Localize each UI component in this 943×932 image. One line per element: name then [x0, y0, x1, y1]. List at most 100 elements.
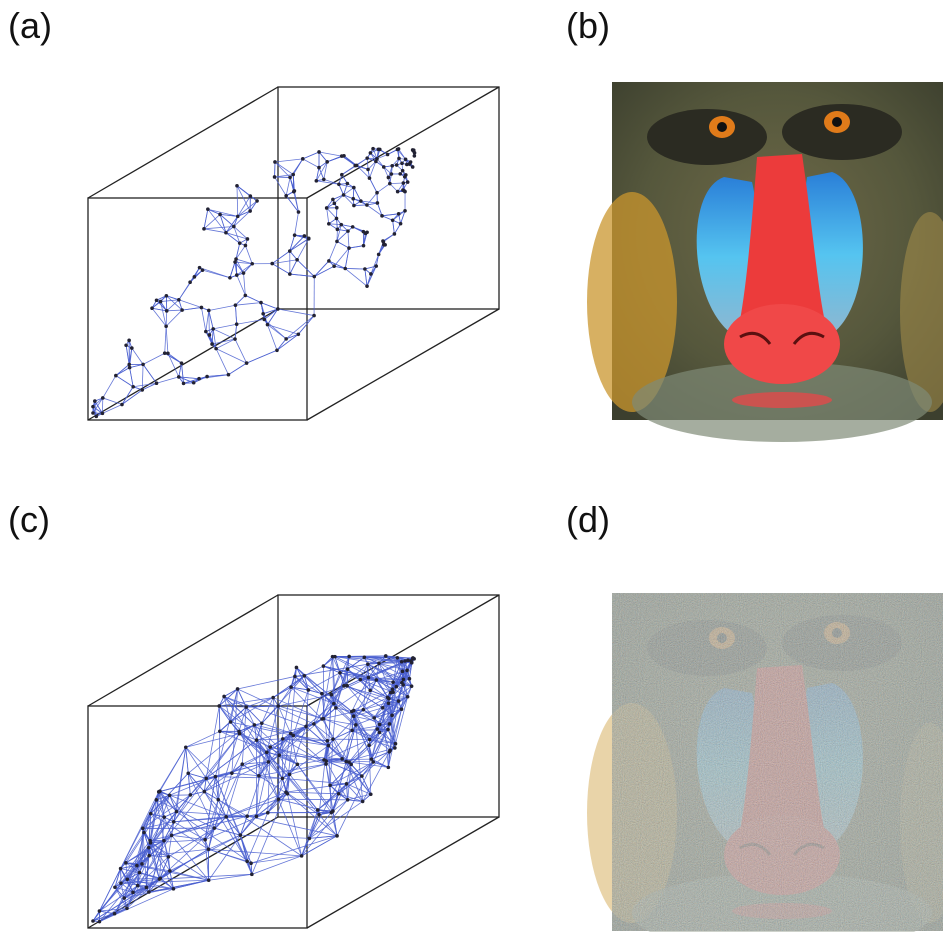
node — [227, 373, 231, 377]
node — [390, 172, 394, 176]
edge — [182, 307, 201, 310]
node — [413, 154, 417, 158]
node — [155, 798, 159, 802]
edge — [303, 152, 319, 159]
node — [142, 831, 146, 835]
node — [135, 864, 139, 868]
node — [200, 306, 204, 310]
node — [396, 656, 400, 660]
node — [177, 375, 181, 379]
node — [98, 909, 102, 913]
node — [145, 886, 149, 890]
node — [352, 204, 356, 208]
node — [155, 381, 159, 385]
node — [322, 178, 326, 182]
node — [204, 777, 208, 781]
node — [344, 760, 348, 764]
edge — [275, 177, 287, 196]
node — [130, 346, 134, 350]
edge — [371, 752, 389, 759]
figure: (a) (b) (c) (d) — [0, 0, 943, 932]
node — [388, 182, 392, 186]
node — [141, 827, 145, 831]
node — [189, 793, 193, 797]
node — [250, 873, 254, 877]
edge — [224, 696, 230, 722]
node — [322, 664, 326, 668]
edge — [267, 309, 277, 325]
node — [276, 307, 280, 311]
node — [397, 157, 401, 161]
node — [271, 696, 275, 700]
node — [289, 685, 293, 689]
edge — [143, 353, 165, 364]
node — [259, 301, 263, 305]
node — [235, 322, 239, 326]
edge — [286, 316, 314, 339]
node — [293, 675, 297, 679]
node — [352, 714, 356, 718]
edge — [231, 687, 292, 722]
node — [149, 812, 153, 816]
box-edge — [307, 817, 499, 928]
node — [155, 298, 159, 302]
edge — [290, 260, 297, 274]
node — [387, 702, 391, 706]
edge — [116, 376, 133, 387]
node — [331, 737, 335, 741]
network-a — [88, 87, 499, 420]
node — [165, 309, 169, 313]
node — [400, 161, 404, 165]
node — [339, 223, 343, 227]
edge — [277, 334, 298, 350]
node — [273, 175, 277, 179]
node — [308, 837, 312, 841]
edge — [235, 305, 236, 324]
node — [406, 659, 410, 663]
box-edge — [278, 87, 499, 309]
edge — [206, 310, 209, 331]
edge — [167, 310, 182, 311]
network-c — [88, 595, 499, 928]
edge — [166, 311, 167, 326]
node — [401, 188, 405, 192]
node — [327, 259, 331, 263]
node — [205, 375, 209, 379]
edge — [235, 303, 261, 306]
node — [198, 266, 202, 270]
node — [320, 692, 324, 696]
node — [333, 202, 337, 206]
node — [233, 337, 237, 341]
node — [120, 403, 124, 407]
node — [238, 732, 242, 736]
node — [275, 348, 279, 352]
node — [295, 258, 299, 262]
node — [138, 871, 142, 875]
node — [245, 361, 249, 365]
edge — [349, 246, 363, 248]
edge — [159, 747, 186, 792]
edge — [216, 349, 228, 375]
node — [124, 343, 128, 347]
node — [352, 186, 356, 190]
node — [395, 685, 399, 689]
node — [214, 347, 218, 351]
node — [382, 165, 386, 169]
node — [291, 173, 295, 177]
node — [291, 734, 295, 738]
node — [157, 790, 161, 794]
node — [239, 833, 243, 837]
node — [242, 271, 246, 275]
node — [397, 699, 401, 703]
node — [218, 213, 222, 217]
node — [399, 222, 403, 226]
edge — [348, 231, 349, 248]
node — [400, 707, 404, 711]
edge — [228, 363, 246, 375]
node — [393, 232, 397, 236]
node — [203, 790, 207, 794]
node — [277, 753, 281, 757]
node — [307, 688, 311, 692]
node — [386, 153, 390, 157]
edge — [130, 364, 143, 367]
